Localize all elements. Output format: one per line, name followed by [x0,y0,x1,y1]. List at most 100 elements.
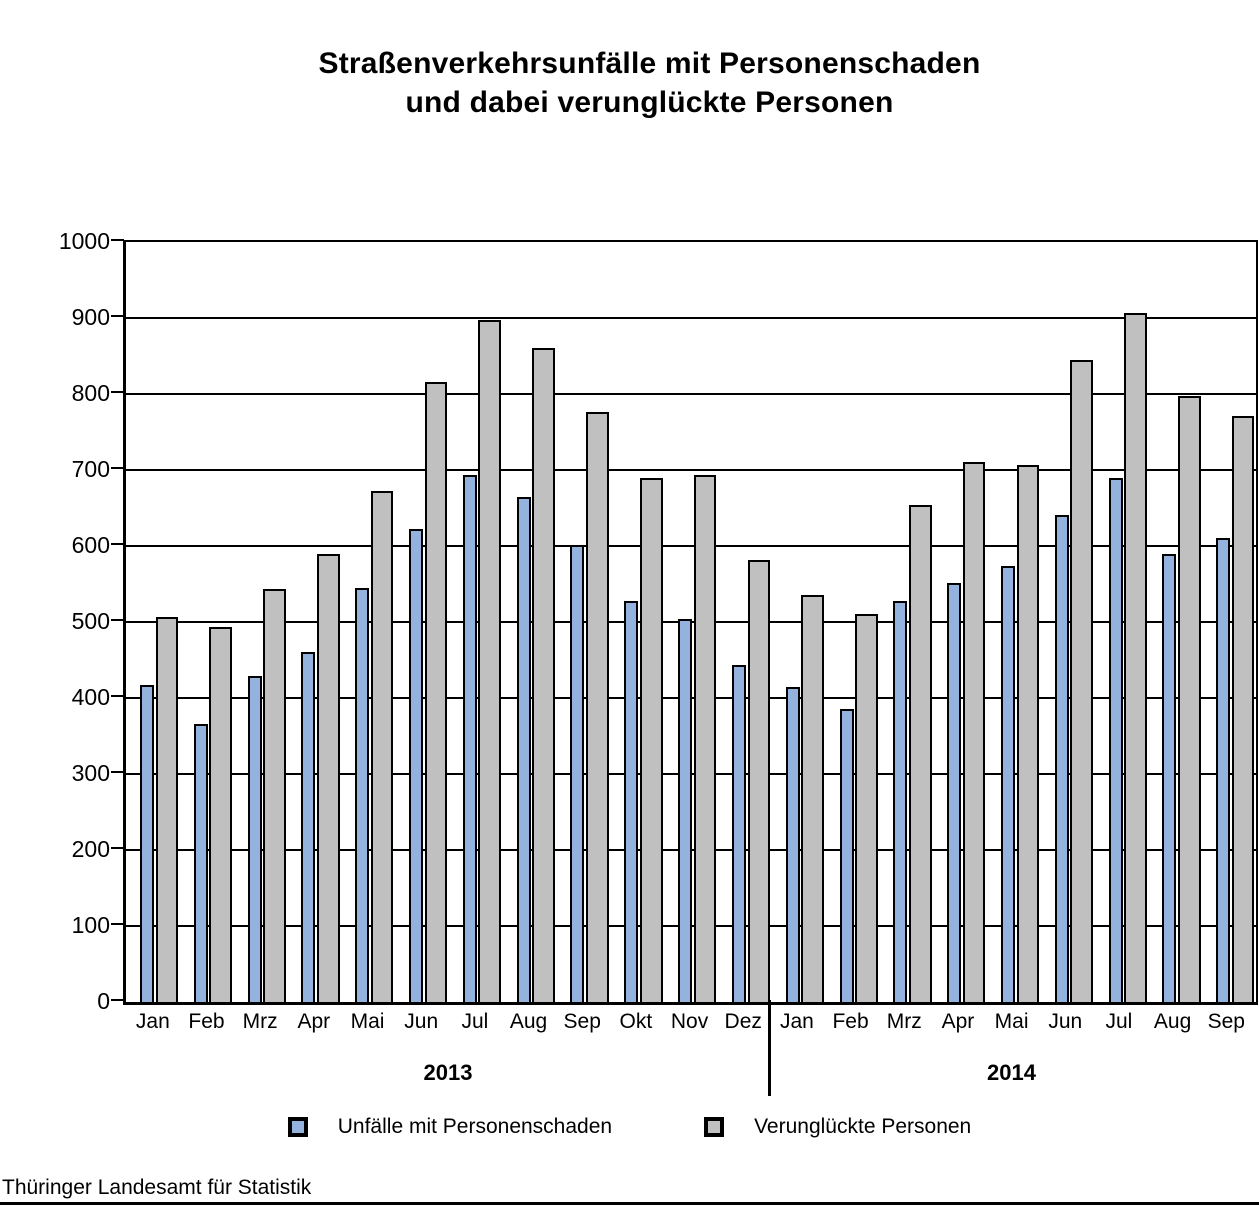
legend-label-accidents: Unfälle mit Personenschaden [337,1115,613,1138]
casualties-bar [532,348,555,1002]
y-axis-tick [111,923,124,925]
y-axis-tick [111,239,124,241]
month-label: Jul [461,1010,489,1033]
casualties-bar [908,505,932,1002]
casualties-bar [639,478,663,1002]
month-label: Jun [1048,1010,1083,1033]
bar-groups [126,242,1256,1002]
month-label: Dez [724,1010,762,1033]
month-label: Okt [619,1010,653,1033]
month-label: Jan [135,1010,170,1033]
casualties-bar [747,560,771,1002]
casualties-bar [155,617,179,1002]
accidents-bar [409,529,424,1002]
month-label: Sep [1207,1010,1245,1033]
bar-group-2013-Sep [557,242,611,1002]
y-axis-tick [111,391,124,393]
y-axis-label-1000: 1000 [58,228,110,254]
month-label: Sep [563,1010,601,1033]
month-label: Jul [1105,1010,1133,1033]
casualties-bar [962,462,986,1002]
y-axis-tick [111,467,124,469]
accidents-bar [1054,515,1069,1002]
bar-group-2014-Feb [826,242,880,1002]
bar-group-2013-Okt [610,242,664,1002]
month-labels: Jan Feb Mrz Apr Mai Jun Jul Aug Sep Okt Nov Dez Jan F… [126,1010,1253,1034]
y-axis-label-800: 800 [71,380,110,406]
legend-marker-accidents-icon [287,1117,308,1137]
accidents-bar [570,545,585,1002]
casualties-bar [263,589,286,1002]
accidents-bar [301,652,316,1002]
y-axis-label-900: 900 [71,304,110,330]
casualties-bar [1016,465,1040,1002]
bar-group-2013-Mai [341,242,395,1002]
y-axis-tick [111,619,124,621]
gridline-700 [126,469,1256,471]
casualties-bar [586,412,609,1002]
casualties-bar [317,554,340,1002]
casualties-bar [801,595,824,1002]
legend-marker-casualties-icon [704,1117,725,1137]
accidents-bar [839,709,854,1002]
y-axis-tick [111,543,124,545]
y-axis-label-700: 700 [71,456,110,482]
bar-group-2014-Mai [987,242,1041,1002]
y-axis-tick [111,315,124,317]
casualties-bar [1124,313,1147,1002]
y-axis-label-100: 100 [71,912,110,938]
casualties-bar [209,627,232,1002]
month-label: Apr [941,1010,975,1033]
month-label: Jan [779,1010,814,1033]
month-label: Nov [670,1010,709,1033]
month-label: Mrz [886,1010,922,1033]
source-credit: Thüringer Landesamt für Statistik [2,1176,312,1199]
year-separator-line [768,1000,771,1096]
casualties-bar [1231,416,1255,1002]
month-label: Apr [297,1010,331,1033]
accidents-bar [516,497,531,1002]
year-label-2014: 2014 [987,1060,1036,1085]
accidents-bar [139,685,154,1002]
month-label: Jun [404,1010,439,1033]
bar-group-2013-Jan [126,242,180,1002]
month-label: Feb [188,1010,225,1033]
accidents-bar [1108,478,1123,1002]
plot-area [123,240,1258,1005]
month-label: Mai [350,1010,385,1033]
bar-group-2013-Aug [503,242,557,1002]
chart-title-line1: Straßenverkehrsunfälle mit Personenschad… [318,47,981,80]
y-axis-label-400: 400 [71,684,110,710]
accidents-bar [247,676,262,1002]
accidents-bar [624,601,639,1002]
bar-group-2014-Sep [1202,242,1256,1002]
month-label: Mrz [242,1010,278,1033]
gridline-900 [126,317,1256,319]
accidents-bar [893,601,908,1002]
legend: Unfälle mit Personenschaden Verunglückte… [0,1115,1259,1139]
legend-item-accidents: Unfälle mit Personenschaden [287,1115,613,1139]
bar-group-2014-Apr [933,242,987,1002]
chart-title: Straßenverkehrsunfälle mit Personenschad… [40,44,1259,122]
y-axis-label-0: 0 [97,988,110,1014]
gridline-600 [126,545,1256,547]
y-axis-tick [111,847,124,849]
accidents-bar [731,665,746,1002]
casualties-bar [424,382,448,1002]
bar-group-2014-Mrz [879,242,933,1002]
accidents-bar [1162,554,1177,1002]
bar-group-2014-Aug [1148,242,1202,1002]
bar-group-2013-Jul [449,242,503,1002]
casualties-bar [1178,396,1201,1002]
gridline-800 [126,393,1256,395]
year-label-2013: 2013 [423,1060,473,1085]
casualties-bar [478,320,502,1002]
legend-item-casualties: Verunglückte Personen [704,1115,971,1139]
bar-group-2013-Mrz [234,242,288,1002]
bar-group-2013-Nov [664,242,718,1002]
y-axis-tick [111,695,124,697]
y-axis-tick [111,999,124,1001]
chart-title-line2: und dabei verunglückte Personen [405,86,894,119]
bar-group-2013-Feb [180,242,234,1002]
